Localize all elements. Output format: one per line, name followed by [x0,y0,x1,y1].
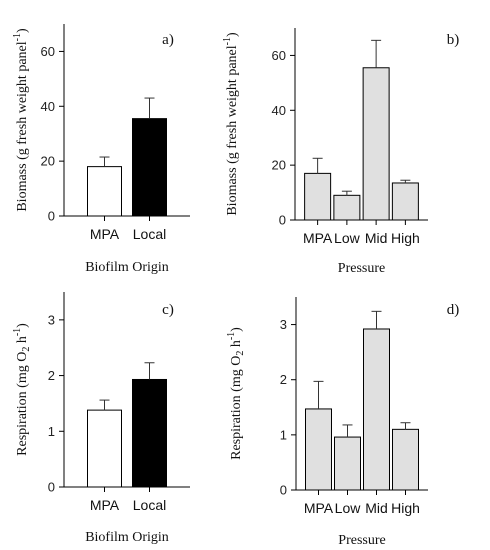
y-axis-title-text: Biomass (g fresh weight panel [15,41,30,211]
y-tick-label: 60 [41,44,55,59]
x-category-label: MPA [304,500,334,516]
y-tick-label: 1 [48,424,55,439]
y-tick-label: 3 [48,312,55,327]
y-tick-label: 1 [280,427,287,442]
y-axis-title: Biomass (g fresh weight panel-1) [222,32,240,216]
y-tick-label: 0 [48,209,55,224]
x-axis-title: Pressure [338,261,385,276]
y-axis-title-text: Respiration (mg O [229,356,244,460]
x-axis-title: Biofilm Origin [85,530,169,545]
y-axis-title: Respiration (mg O2 h-1) [12,323,32,456]
y-tick-label: 2 [48,368,55,383]
bar-mid [363,328,390,491]
panel-a: 0 20 40 60 MPA Local Biofilm Origin Biomass (g … [12,24,190,275]
panel-c: 0 1 2 3 MPA Local Biofilm Origin Respiration (m… [12,292,190,545]
bar-mpa [305,408,332,491]
y-axis-title-superscript: -1 [222,37,233,45]
bar-high [392,428,419,491]
bar-local [132,378,167,488]
y-axis-title-superscript: -1 [12,33,23,41]
bar-mid [362,67,390,221]
panel-letter: a) [162,32,174,48]
y-axis-title-text-end: ) [229,327,244,332]
y-tick-label: 0 [48,480,55,495]
y-tick-label: 20 [41,154,55,169]
y-axis-title-text: Biomass (g fresh weight panel [225,45,240,215]
x-category-label: High [391,230,420,246]
y-axis-title-text-end: ) [15,323,30,328]
bar-mpa [87,409,122,488]
panel-d: 0 1 2 3 MPA Low Mid High Pressure Respiration (mg… [226,297,459,548]
bar-local [132,118,167,217]
x-axis-title: Biofilm Origin [85,260,169,275]
y-axis-title: Biomass (g fresh weight panel-1) [12,28,30,212]
y-tick-label: 0 [280,483,287,498]
y-axis-title-subscript: 2 [235,351,246,356]
y-axis-title-superscript: -1 [226,332,237,340]
bar-mpa [304,172,332,221]
y-tick-label: 2 [280,372,287,387]
x-category-label: Local [133,497,166,513]
x-category-label: High [391,500,420,516]
x-category-label: Low [334,230,361,246]
x-category-label: Low [335,500,362,516]
x-category-label: MPA [90,226,120,242]
y-axis-title-text: Respiration (mg O [15,352,30,456]
panel-letter: b) [447,32,460,48]
y-tick-label: 3 [280,317,287,332]
y-tick-label: 0 [279,213,286,228]
x-axis-title: Pressure [338,533,385,548]
panel-b: 0 20 40 60 MPA Low Mid High Pressure Biomass (g f… [222,28,459,276]
panel-letter: d) [447,302,460,318]
y-tick-label: 40 [272,103,286,118]
y-axis-title-text-end: ) [15,28,30,33]
y-axis-title-superscript: -1 [12,328,23,336]
x-category-label: Mid [365,500,388,516]
bar-high [391,182,419,221]
x-category-label: Mid [365,230,388,246]
x-category-label: MPA [90,497,120,513]
y-axis-title: Respiration (mg O2 h-1) [226,327,246,460]
y-axis-title-subscript: 2 [21,347,32,352]
panel-letter: c) [162,302,174,318]
y-axis-title-text-mid: h [15,336,30,347]
y-tick-label: 20 [272,158,286,173]
bar-mpa [87,166,122,217]
x-category-label: Local [133,226,166,242]
y-axis-title-text-end: ) [225,32,240,37]
bar-low [334,436,361,491]
y-axis-title-text-mid: h [229,340,244,351]
y-tick-label: 60 [272,48,286,63]
y-tick-label: 40 [41,99,55,114]
bar-low [333,194,361,221]
x-category-label: MPA [303,230,333,246]
